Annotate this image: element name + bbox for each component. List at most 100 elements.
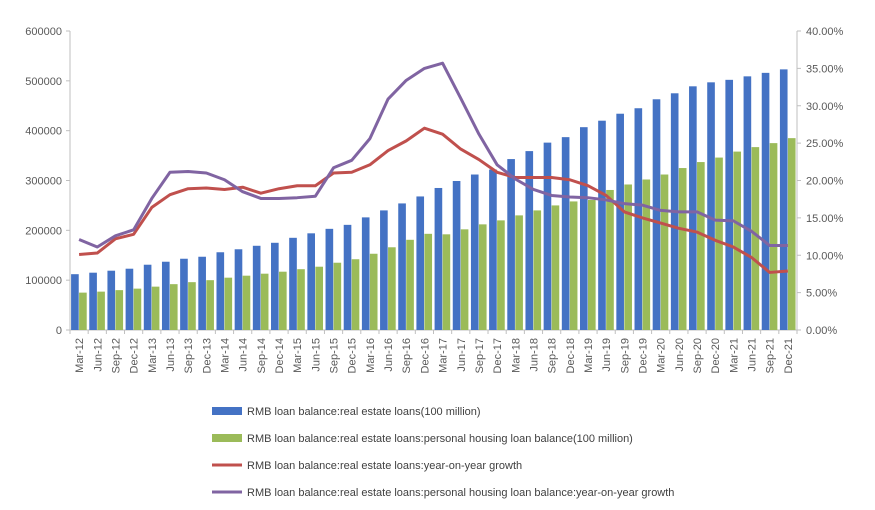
bar-real-estate-loans xyxy=(434,187,443,330)
x-tick-label: Dec-15 xyxy=(347,338,359,373)
line-personal-housing-growth xyxy=(78,61,788,249)
y-left-tick-label: 0 xyxy=(56,325,62,337)
x-tick-label: Dec-16 xyxy=(419,338,431,373)
bar-real-estate-loans xyxy=(107,270,116,330)
bars xyxy=(71,69,796,331)
bar-personal-housing-loans xyxy=(660,174,669,330)
bar-real-estate-loans xyxy=(307,233,315,330)
bar-personal-housing-loans xyxy=(733,151,742,330)
bar-personal-housing-loans xyxy=(442,234,451,330)
bar-personal-housing-loans xyxy=(333,262,342,330)
y-right-tick-label: 5.00% xyxy=(806,288,837,300)
bar-real-estate-loans xyxy=(343,224,352,330)
bar-real-estate-loans xyxy=(71,274,79,330)
bar-personal-housing-loans xyxy=(587,199,596,330)
bar-real-estate-loans xyxy=(380,210,388,330)
bar-real-estate-loans xyxy=(416,196,425,330)
bar-real-estate-loans xyxy=(216,252,225,330)
bar-personal-housing-loans xyxy=(497,220,505,330)
x-tick-label: Sep-16 xyxy=(401,338,413,373)
bar-personal-housing-loans xyxy=(678,168,687,330)
bar-personal-housing-loans xyxy=(351,259,360,330)
x-tick-label: Dec-20 xyxy=(710,338,722,373)
bar-real-estate-loans xyxy=(652,99,661,330)
bar-real-estate-loans xyxy=(689,86,697,330)
bar-personal-housing-loans xyxy=(388,247,396,330)
x-tick-label: Dec-21 xyxy=(783,338,795,373)
bar-personal-housing-loans xyxy=(697,162,705,330)
bar-personal-housing-loans xyxy=(79,292,87,330)
x-tick-label: Sep-20 xyxy=(692,338,704,373)
y-left-tick-label: 600000 xyxy=(25,26,62,38)
y-right-tick-labels: 0.00% 5.00% 10.00% 15.00% 20.00% 25.00% 30.00%… xyxy=(806,26,844,337)
bar-real-estate-loans xyxy=(525,151,534,330)
bar-real-estate-loans xyxy=(634,108,643,330)
bar-real-estate-loans xyxy=(143,264,152,330)
y-right-tick-label: 20.00% xyxy=(806,176,844,188)
x-tick-label: Sep-18 xyxy=(547,338,559,373)
x-tick-label: Mar-15 xyxy=(292,338,304,373)
y-right-tick-label: 40.00% xyxy=(806,26,844,38)
bar-real-estate-loans xyxy=(579,127,588,330)
y-left-tick-label: 100000 xyxy=(25,275,62,287)
bar-real-estate-loans xyxy=(561,137,570,330)
bar-real-estate-loans xyxy=(398,203,406,330)
bar-personal-housing-loans xyxy=(642,179,651,330)
x-tick-label: Jun-13 xyxy=(165,338,177,372)
bar-real-estate-loans xyxy=(743,76,752,331)
legend: RMB loan balance:real estate loans(100 m… xyxy=(212,406,674,499)
y-left-tick-label: 500000 xyxy=(25,76,62,88)
legend-swatch xyxy=(212,434,242,442)
bar-personal-housing-loans xyxy=(751,147,760,330)
bar-personal-housing-loans xyxy=(206,280,214,330)
y-right-tick-label: 15.00% xyxy=(806,213,844,225)
bar-personal-housing-loans xyxy=(606,189,614,330)
bar-real-estate-loans xyxy=(361,217,370,330)
bar-personal-housing-loans xyxy=(369,253,378,330)
x-tick-label: Jun-20 xyxy=(674,338,686,372)
y-right-tick-label: 10.00% xyxy=(806,250,844,262)
x-tick-label: Jun-12 xyxy=(92,338,104,372)
bar-personal-housing-loans xyxy=(224,277,233,330)
bar-personal-housing-loans xyxy=(260,273,269,330)
bar-personal-housing-loans xyxy=(242,275,251,330)
bar-personal-housing-loans xyxy=(551,205,560,330)
x-tick-label: Jun-21 xyxy=(747,338,759,372)
bar-personal-housing-loans xyxy=(460,229,469,330)
x-tick-label: Jun-14 xyxy=(238,338,250,372)
bar-personal-housing-loans xyxy=(715,157,723,330)
x-tick-label: Dec-18 xyxy=(565,338,577,373)
bar-real-estate-loans xyxy=(725,79,734,330)
x-tick-label: Mar-16 xyxy=(365,338,377,373)
bar-personal-housing-loans xyxy=(569,201,578,330)
bar-real-estate-loans xyxy=(489,169,497,330)
line-real-estate-growth xyxy=(78,126,789,274)
x-tick-label: Mar-19 xyxy=(583,338,595,373)
x-tick-label: Dec-19 xyxy=(638,338,650,373)
x-tick-label: Sep-17 xyxy=(474,338,486,373)
bar-personal-housing-loans xyxy=(279,271,287,330)
x-tick-label: Dec-14 xyxy=(274,338,286,373)
bar-personal-housing-loans xyxy=(297,269,305,330)
bar-real-estate-loans xyxy=(598,120,606,330)
legend-label: RMB loan balance:real estate loans:year-… xyxy=(247,460,522,472)
bar-personal-housing-loans xyxy=(624,184,632,330)
bar-personal-housing-loans xyxy=(406,239,414,330)
bar-personal-housing-loans xyxy=(515,215,523,330)
x-tick-label: Mar-21 xyxy=(728,338,740,373)
legend-label: RMB loan balance:real estate loans:perso… xyxy=(247,433,633,445)
bar-real-estate-loans xyxy=(125,268,134,330)
x-tick-label: Jun-18 xyxy=(528,338,540,372)
bar-personal-housing-loans xyxy=(169,284,178,330)
bar-real-estate-loans xyxy=(252,245,261,330)
bar-real-estate-loans xyxy=(271,242,279,330)
bar-personal-housing-loans xyxy=(133,288,142,330)
bar-real-estate-loans xyxy=(543,142,552,330)
x-tick-label: Mar-20 xyxy=(656,338,668,373)
bar-real-estate-loans xyxy=(761,72,770,331)
bar-personal-housing-loans xyxy=(97,291,105,330)
bar-real-estate-loans xyxy=(779,69,788,330)
x-tick-label: Jun-16 xyxy=(383,338,395,372)
bar-real-estate-loans xyxy=(89,272,97,330)
y-right-tick-label: 30.00% xyxy=(806,101,844,113)
